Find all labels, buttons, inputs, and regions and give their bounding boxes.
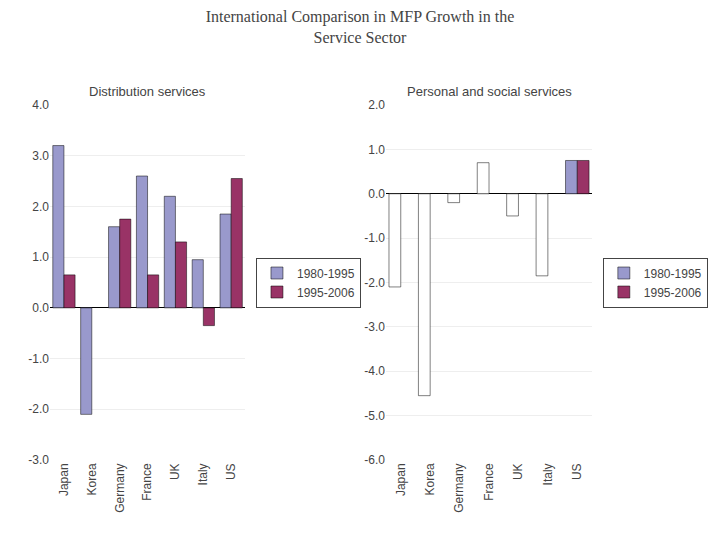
svg-text:Korea: Korea	[85, 463, 99, 495]
svg-text:1980-1995: 1980-1995	[644, 267, 702, 281]
svg-text:-4.0: -4.0	[364, 364, 385, 378]
svg-text:0.0: 0.0	[32, 301, 49, 315]
svg-text:-2.0: -2.0	[364, 276, 385, 290]
svg-text:2.0: 2.0	[32, 200, 49, 214]
svg-text:-1.0: -1.0	[364, 231, 385, 245]
svg-text:Germany: Germany	[453, 463, 467, 512]
svg-text:Germany: Germany	[113, 463, 127, 512]
svg-text:International Comparison in MF: International Comparison in MFP Growth i…	[206, 8, 515, 46]
svg-text:Italy: Italy	[196, 463, 210, 485]
svg-text:UK: UK	[168, 463, 182, 480]
svg-text:2.0: 2.0	[368, 98, 385, 112]
svg-text:-3.0: -3.0	[28, 453, 49, 467]
svg-text:Personal and social services: Personal and social services	[407, 84, 572, 99]
svg-text:Italy: Italy	[541, 463, 555, 485]
svg-text:US: US	[570, 463, 584, 480]
svg-text:-3.0: -3.0	[364, 320, 385, 334]
svg-text:4.0: 4.0	[32, 98, 49, 112]
svg-text:UK: UK	[511, 463, 525, 480]
svg-text:Japan: Japan	[57, 463, 71, 496]
svg-text:-6.0: -6.0	[364, 453, 385, 467]
svg-text:Japan: Japan	[394, 463, 408, 496]
svg-text:3.0: 3.0	[32, 149, 49, 163]
svg-text:-1.0: -1.0	[28, 352, 49, 366]
svg-text:US: US	[224, 463, 238, 480]
svg-text:1995-2006: 1995-2006	[644, 286, 702, 300]
svg-text:France: France	[140, 463, 154, 501]
svg-text:1980-1995: 1980-1995	[297, 267, 355, 281]
svg-text:1.0: 1.0	[368, 143, 385, 157]
svg-text:Korea: Korea	[423, 463, 437, 495]
svg-text:0.0: 0.0	[368, 187, 385, 201]
svg-text:-2.0: -2.0	[28, 402, 49, 416]
svg-text:Distribution services: Distribution services	[89, 84, 206, 99]
svg-text:France: France	[482, 463, 496, 501]
svg-text:1995-2006: 1995-2006	[297, 286, 355, 300]
svg-text:1.0: 1.0	[32, 250, 49, 264]
svg-text:-5.0: -5.0	[364, 409, 385, 423]
